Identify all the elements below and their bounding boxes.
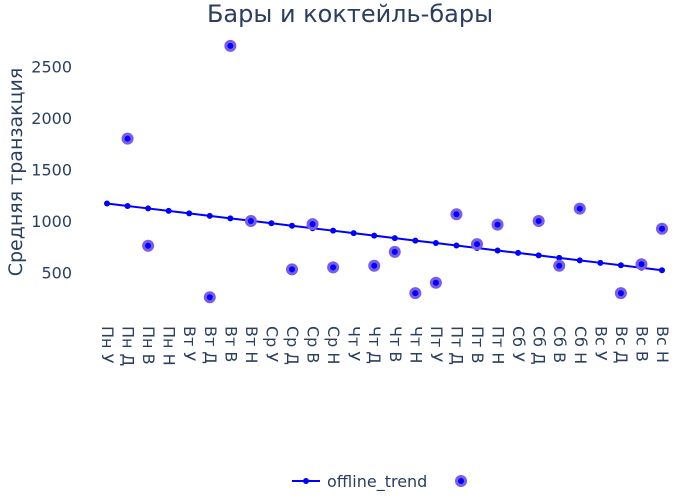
x-tick-label: Вт У	[180, 326, 199, 361]
x-tick-label: Ср У	[262, 326, 281, 362]
trend-point	[556, 254, 563, 261]
x-tick-label: Пн У	[98, 326, 117, 364]
x-tick-label: Вт В	[221, 326, 240, 362]
x-tick-label: Пт Н	[489, 326, 508, 364]
scatter-point-core	[535, 218, 542, 224]
x-tick-label: Вт Д	[201, 326, 220, 364]
trend-point	[104, 200, 110, 207]
trend-line	[106, 202, 663, 272]
y-tick-label: 2000	[31, 109, 72, 128]
x-tick-label: Чт Н	[406, 326, 425, 363]
x-tick-label: Сб Д	[530, 326, 549, 365]
scatter-point-core	[330, 264, 337, 271]
x-tick-label: Вс Н	[653, 326, 672, 363]
x-tick-label: Сб В	[550, 326, 569, 363]
x-tick-label: Чт У	[345, 326, 364, 361]
scatter-point-core	[474, 241, 480, 248]
plot-area	[104, 39, 668, 304]
scatter-point-core	[124, 135, 131, 142]
y-axis-label: Средняя транзакция	[5, 68, 27, 277]
y-tick-label: 1000	[31, 212, 72, 231]
scatter-point-core	[227, 42, 234, 49]
trend-point	[124, 202, 131, 209]
scatter-point-core	[617, 290, 624, 297]
scatter-point-core	[247, 218, 254, 224]
y-axis: 500 1000 1500 2000 2500	[31, 58, 72, 283]
trend-point	[268, 220, 275, 227]
trend-point	[391, 235, 398, 242]
scatter-point-core	[638, 261, 645, 268]
y-tick-label: 500	[41, 264, 72, 283]
trend-point	[350, 230, 357, 237]
scatter-point-core	[309, 221, 316, 228]
scatter-point-core	[289, 266, 295, 273]
x-tick-label: Пн В	[139, 326, 158, 365]
x-tick-label: Вс Д	[612, 326, 631, 363]
trend-point	[289, 222, 295, 229]
x-tick-label: Чт В	[386, 326, 405, 362]
scatter-point-core	[494, 221, 501, 228]
legend-line-marker	[303, 478, 309, 484]
trend-point	[515, 249, 522, 256]
x-tick-label: Вс В	[632, 326, 651, 362]
scatter-point-core	[432, 279, 439, 286]
x-axis: Пн У Пн Д Пн В Пн Н Вт У Вт Д Вт В Вт Н Ср У Ср Д…	[98, 326, 672, 366]
scatter-point-core	[453, 211, 460, 218]
x-tick-label: Ср Н	[324, 326, 343, 364]
trend-point	[432, 240, 439, 247]
trend-point	[659, 267, 665, 274]
scatter-point-core	[576, 205, 583, 212]
trend-point	[227, 215, 234, 222]
scatter-point-core	[556, 262, 563, 269]
x-tick-label: Ср Д	[283, 326, 302, 365]
legend-label-offline-trend: offline_trend	[327, 472, 427, 492]
scatter-point-core	[659, 225, 665, 232]
y-tick-label: 1500	[31, 161, 72, 180]
y-tick-label: 2500	[31, 58, 72, 77]
trend-point	[412, 237, 419, 244]
x-tick-label: Вс У	[591, 326, 610, 361]
trend-point	[576, 257, 583, 264]
scatter-point-core	[371, 262, 378, 269]
legend-marker-swatch-core	[458, 478, 464, 484]
x-tick-label: Сб Н	[571, 326, 590, 364]
trend-point	[165, 207, 172, 214]
scatter-point-core	[206, 294, 213, 301]
x-tick-label: Сб У	[509, 326, 528, 362]
trend-point	[186, 210, 193, 217]
trend-point	[597, 259, 604, 266]
trend-point	[453, 242, 460, 249]
trend-point	[145, 205, 152, 212]
trend-point	[371, 232, 378, 239]
trend-point	[494, 247, 501, 254]
x-tick-label: Пт В	[468, 326, 487, 363]
x-tick-label: Пт Д	[447, 326, 466, 365]
x-tick-label: Пт У	[427, 326, 446, 362]
trend-point	[617, 262, 624, 269]
trend-point	[206, 212, 213, 219]
x-tick-label: Чт Д	[365, 326, 384, 364]
trend-point	[330, 227, 337, 234]
x-tick-label: Пн Н	[160, 326, 179, 366]
scatter-point-core	[412, 290, 419, 297]
legend: offline_trend	[292, 472, 467, 492]
x-tick-label: Ср В	[304, 326, 323, 363]
scatter-point-core	[145, 242, 152, 249]
x-tick-label: Вт Н	[242, 326, 261, 363]
scatter-point-core	[391, 248, 398, 255]
trend-point	[535, 252, 542, 259]
x-tick-label: Пн Д	[119, 326, 138, 366]
chart-title: Бары и коктейль-бары	[207, 0, 493, 28]
